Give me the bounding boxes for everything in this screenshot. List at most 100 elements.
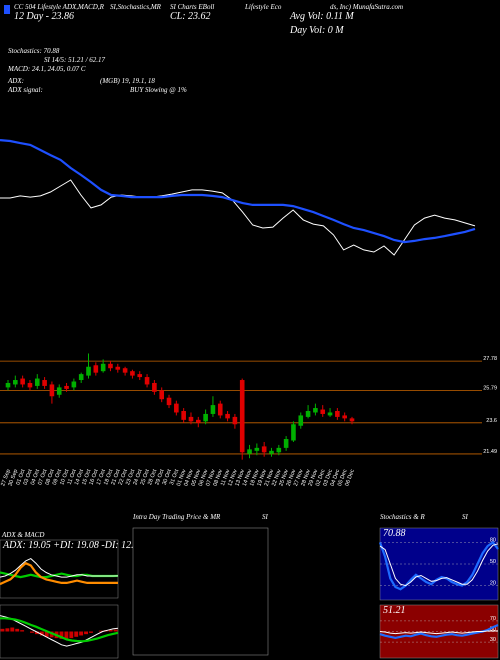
line-series bbox=[378, 540, 499, 591]
candle-body bbox=[100, 363, 106, 372]
x-tick-label: 21 Nov bbox=[264, 468, 276, 487]
panel-label: 70.88 bbox=[383, 528, 406, 539]
panel-label: ADX: 19.05 +DI: 19.08 -DI: 12.98 bbox=[2, 540, 144, 551]
x-tick-label: 22 Oct bbox=[118, 468, 129, 486]
y-tick-label: 20 bbox=[490, 581, 496, 587]
x-tick-label: 30 Oct bbox=[162, 468, 173, 486]
x-tick-label: 09 Oct bbox=[52, 468, 63, 486]
candle-body bbox=[305, 411, 311, 417]
candle-body bbox=[93, 365, 99, 373]
candle-body bbox=[239, 380, 245, 453]
x-tick-label: 04 Oct bbox=[30, 468, 41, 486]
x-tick-label: 02 Dec bbox=[315, 468, 327, 487]
panel bbox=[0, 604, 119, 659]
candle-body bbox=[254, 447, 260, 451]
x-tick-label: 03 Oct bbox=[23, 468, 34, 486]
macd-bar bbox=[84, 631, 88, 635]
panel-title: Intra Day Trading Price & MR bbox=[132, 513, 221, 521]
x-tick-label: 15 Oct bbox=[81, 468, 92, 486]
title-part: ds, Inc) MunafaSutra.com bbox=[330, 3, 403, 11]
panel-title: SI bbox=[462, 513, 469, 521]
x-tick-label: 03 Dec bbox=[322, 468, 334, 487]
x-tick-label: 24 Oct bbox=[132, 468, 143, 486]
x-tick-label: 01 Oct bbox=[15, 468, 26, 486]
panel bbox=[132, 527, 269, 656]
candle-body bbox=[130, 371, 135, 376]
candle-body bbox=[144, 377, 150, 385]
candle-body bbox=[342, 415, 347, 419]
candle-body bbox=[56, 387, 62, 395]
candle-body bbox=[34, 378, 40, 386]
candle-body bbox=[13, 380, 18, 385]
candle-body bbox=[174, 403, 179, 413]
macd-bar bbox=[113, 629, 118, 632]
x-tick-label: 27 Sep bbox=[0, 469, 12, 487]
candle-body bbox=[49, 384, 55, 397]
candle-body bbox=[210, 405, 216, 414]
candle-body bbox=[115, 366, 121, 370]
title-part: CC 504 Lifestyle ADX,MACD,R bbox=[14, 3, 105, 11]
line-series bbox=[379, 630, 499, 635]
candle-body bbox=[261, 446, 267, 453]
macd-bar bbox=[34, 631, 39, 635]
candle-body bbox=[27, 382, 33, 388]
macd-bar bbox=[108, 629, 113, 632]
candle-body bbox=[188, 416, 194, 422]
macd-bar bbox=[5, 628, 10, 632]
candle-body bbox=[152, 382, 157, 392]
x-tick-label: 14 Nov bbox=[242, 468, 254, 487]
x-tick-label: 22 Nov bbox=[271, 468, 283, 487]
candle-body bbox=[78, 374, 84, 381]
candle-body bbox=[327, 412, 333, 416]
candle-body bbox=[5, 382, 11, 388]
candle-body bbox=[166, 397, 172, 406]
candle-body bbox=[269, 450, 274, 454]
y-tick-label: 25.79 bbox=[483, 385, 497, 391]
x-tick-label: 30 Sep bbox=[8, 469, 20, 487]
candle-body bbox=[217, 403, 223, 416]
x-tick-label: 23 Oct bbox=[125, 468, 136, 486]
candle-body bbox=[195, 419, 201, 423]
y-tick-label: 21.49 bbox=[483, 449, 497, 455]
x-tick-label: 18 Nov bbox=[249, 468, 261, 487]
x-tick-label: 17 Oct bbox=[96, 468, 107, 486]
line-series bbox=[0, 558, 119, 578]
y-tick-label: 27.78 bbox=[483, 356, 497, 362]
close: CL: 23.62 bbox=[170, 11, 211, 22]
x-tick-label: 07 Oct bbox=[37, 468, 48, 486]
macd-bar bbox=[44, 631, 49, 637]
candle-body bbox=[283, 439, 289, 448]
x-tick-label: 14 Oct bbox=[74, 468, 85, 486]
x-tick-label: 29 Oct bbox=[154, 468, 165, 486]
title-part: Lifestyle Eco bbox=[244, 3, 282, 11]
macd-text: MACD: 24.1, 24.05, 0.07 C bbox=[7, 65, 86, 73]
macd-bar bbox=[79, 631, 84, 636]
candle-body bbox=[232, 416, 238, 425]
avg-vol: Avg Vol: 0.11 M bbox=[289, 11, 354, 22]
panel-title: SI bbox=[262, 513, 269, 521]
x-tick-label: 29 Nov bbox=[308, 468, 320, 487]
x-tick-label: 25 Oct bbox=[140, 468, 151, 486]
macd-bar bbox=[30, 631, 34, 633]
line-series bbox=[379, 543, 499, 587]
adx-signal: BUY Slowing @ 1% bbox=[130, 86, 187, 94]
x-tick-label: 08 Nov bbox=[213, 468, 225, 487]
macd-bar bbox=[0, 628, 5, 632]
day-vol: Day Vol: 0 M bbox=[289, 25, 344, 36]
candle-body bbox=[298, 415, 304, 426]
x-tick-label: 19 Nov bbox=[256, 468, 268, 487]
candle-body bbox=[71, 381, 77, 388]
line-series bbox=[0, 615, 119, 647]
candle-body bbox=[181, 411, 186, 420]
logo bbox=[4, 5, 10, 14]
candle-body bbox=[320, 409, 326, 414]
x-tick-label: 25 Nov bbox=[278, 468, 290, 487]
candle-body bbox=[335, 411, 340, 417]
x-tick-label: 11 Oct bbox=[67, 468, 78, 485]
x-tick-label: 05 Dec bbox=[337, 468, 349, 487]
rsi-text: SI 14/5: 51.21 / 62.17 bbox=[44, 56, 106, 64]
candle-body bbox=[291, 424, 296, 441]
panel-title: ADX & MACD bbox=[1, 531, 44, 539]
x-tick-label: 06 Dec bbox=[344, 468, 356, 487]
macd-bar bbox=[39, 631, 44, 636]
